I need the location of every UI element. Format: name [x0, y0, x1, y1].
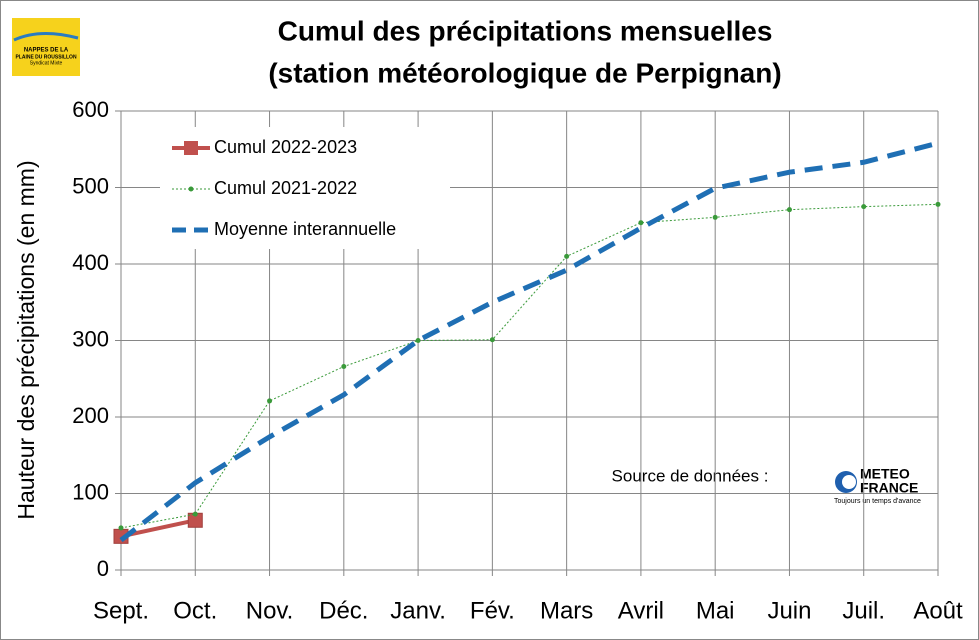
legend-marker: [188, 186, 194, 192]
legend-label: Cumul 2021-2022: [214, 178, 357, 198]
point: [415, 338, 421, 343]
legend-marker: [184, 141, 198, 155]
point: [267, 398, 273, 404]
legend-label: Moyenne interannuelle: [214, 219, 396, 239]
y-axis-label: Hauteur des précipitations (en mm): [13, 160, 39, 519]
chart-title: (station météorologique de Perpignan): [268, 57, 781, 88]
logo-left: NAPPES DE LA PLAINE DU ROUSSILLON Syndic…: [12, 18, 80, 76]
y-tick-label: 100: [72, 479, 109, 504]
point: [935, 201, 941, 207]
point: [861, 204, 867, 210]
x-tick-label: Juin: [767, 597, 811, 624]
series-line: [119, 140, 939, 543]
legend-label: Cumul 2022-2023: [214, 137, 357, 157]
x-tick-label: Oct.: [173, 597, 217, 624]
point: [341, 364, 347, 370]
y-tick-label: 0: [97, 556, 109, 581]
point: [489, 337, 495, 343]
x-tick-label: Déc.: [319, 597, 368, 624]
legend: Cumul 2022-2023 Cumul 2021-2022 Moyenne in…: [160, 127, 450, 249]
x-tick-label: Mai: [696, 597, 735, 624]
x-tick-label: Sept.: [93, 597, 149, 624]
y-tick-label: 200: [72, 403, 109, 428]
logo-wave: [13, 31, 79, 42]
logo-right: METEO FRANCE Toujours un temps d'avance: [834, 466, 921, 505]
x-tick-label: Août: [913, 597, 963, 624]
x-tick-label: Juil.: [842, 597, 885, 624]
x-tick-label: Fév.: [470, 597, 515, 624]
logo-text: FRANCE: [860, 480, 918, 496]
y-tick-label: 400: [72, 250, 109, 275]
logo-text: Toujours un temps d'avance: [834, 498, 921, 505]
x-tick-label: Avril: [618, 597, 664, 624]
logo-background: [12, 18, 80, 76]
chart-title: Cumul des précipitations mensuelles: [278, 15, 773, 46]
logo-text: METEO: [860, 466, 910, 482]
point: [192, 511, 198, 517]
x-tick-label: Nov.: [246, 597, 294, 624]
x-tick-label: Janv.: [390, 597, 446, 624]
y-tick-label: 500: [72, 173, 109, 198]
logo-text: NAPPES DE LA: [24, 48, 69, 54]
y-tick-label: 300: [72, 326, 109, 351]
source-label: Source de données :: [612, 466, 769, 485]
point: [118, 525, 124, 531]
y-tick-label: 600: [72, 97, 109, 122]
x-tick-label: Mars: [540, 597, 593, 624]
series-line: [120, 203, 939, 529]
point: [564, 253, 570, 259]
point: [786, 207, 792, 213]
point: [712, 214, 718, 220]
logo-circle: [842, 475, 856, 489]
point: [638, 220, 644, 226]
logo-text: PLAINE DU ROUSSILLON: [15, 54, 77, 60]
logo-text: Syndicat Mixte: [30, 60, 63, 66]
